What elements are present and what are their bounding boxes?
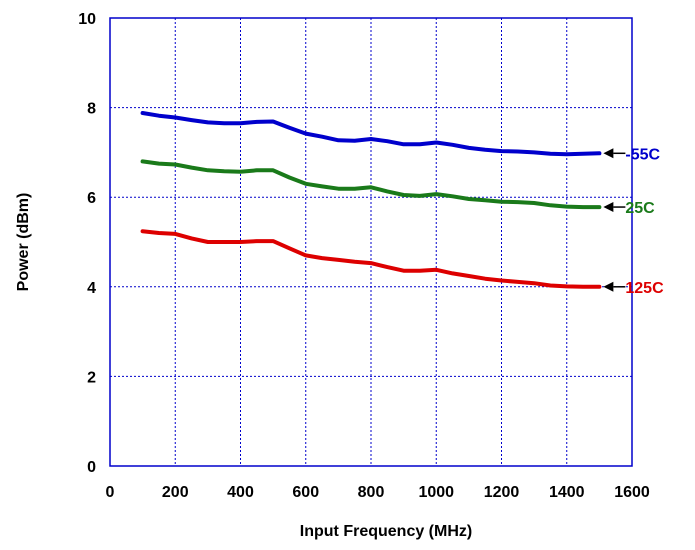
y-tick-label: 10 <box>78 11 96 28</box>
x-tick-label: 1400 <box>549 484 585 501</box>
grid <box>110 18 632 466</box>
series-layer <box>140 111 602 289</box>
x-tick-label: 200 <box>162 484 189 501</box>
series-line--55C <box>140 111 602 157</box>
series-label-125C: 125C <box>625 280 664 297</box>
y-axis-ticks: 0 2 4 6 8 10 <box>78 11 96 476</box>
x-tick-label: 400 <box>227 484 254 501</box>
series-end-arrow <box>603 148 614 159</box>
y-tick-label: 4 <box>87 280 96 297</box>
x-tick-label: 0 <box>106 484 115 501</box>
series-end-arrow <box>603 202 614 213</box>
y-axis-title: Power (dBm) <box>15 193 32 292</box>
x-axis-title: Input Frequency (MHz) <box>300 523 472 540</box>
plot-area-frame <box>109 17 633 467</box>
y-tick-label: 8 <box>87 101 96 118</box>
series-labels: -55C 25C 125C <box>603 146 664 297</box>
x-tick-label: 600 <box>292 484 319 501</box>
y-tick-label: 6 <box>87 190 96 207</box>
series-label--55C: -55C <box>625 146 660 163</box>
x-tick-label: 1000 <box>418 484 454 501</box>
y-tick-label: 2 <box>87 369 96 386</box>
x-axis-ticks: 0 200 400 600 800 1000 1200 1400 1600 <box>106 484 650 501</box>
y-tick-label: 0 <box>87 459 96 476</box>
x-tick-label: 1600 <box>614 484 650 501</box>
series-line-25C <box>140 159 602 210</box>
x-tick-label: 1200 <box>484 484 520 501</box>
x-tick-label: 800 <box>358 484 385 501</box>
series-end-arrow <box>603 281 614 292</box>
series-label-25C: 25C <box>625 200 655 217</box>
series-line-125C <box>140 229 602 289</box>
